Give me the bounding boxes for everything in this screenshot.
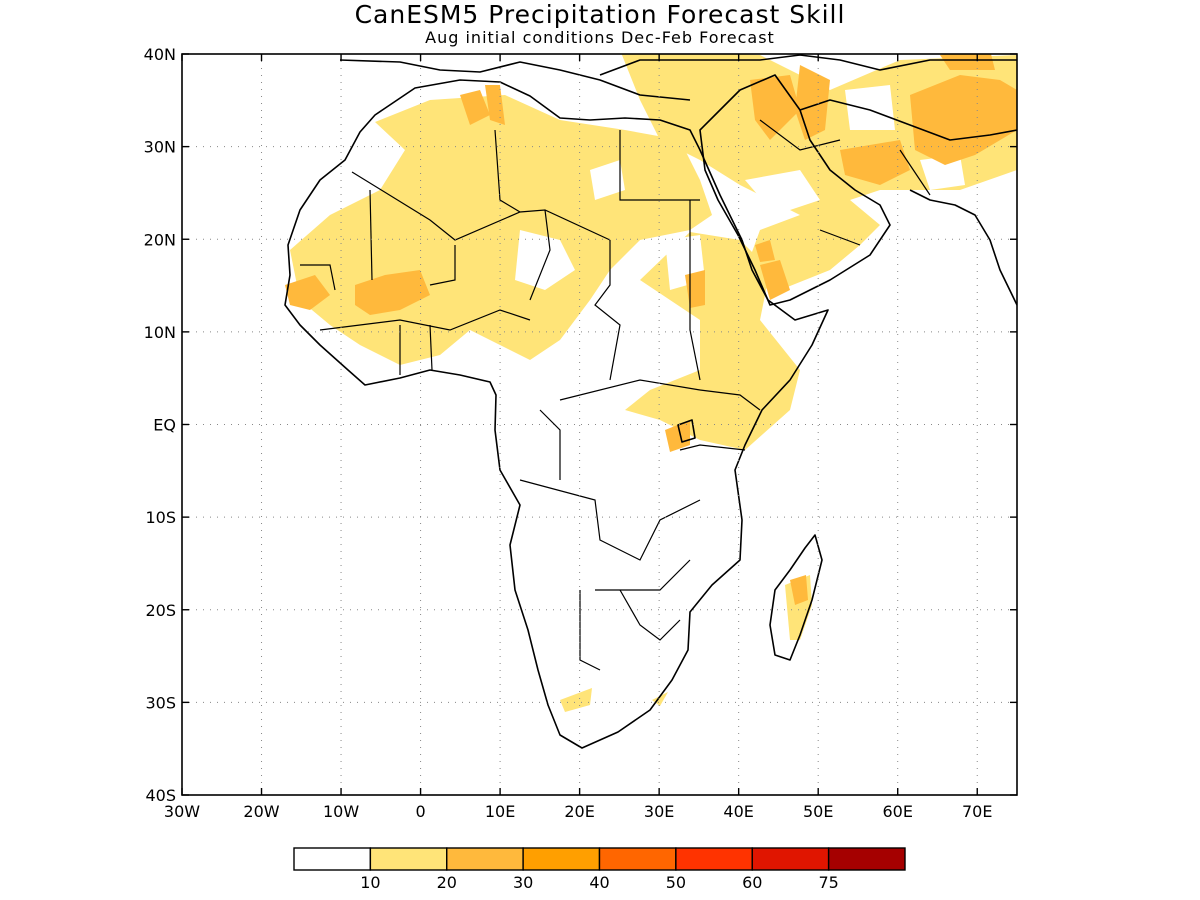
y-tick-label: 20N	[144, 230, 176, 249]
skill-shading-below-10	[515, 85, 965, 290]
x-tick-label: 70E	[962, 802, 992, 821]
y-tick-label: 30S	[145, 693, 176, 712]
legend-swatch	[446, 847, 524, 871]
x-tick-label: 20E	[564, 802, 594, 821]
coastlines	[284, 54, 1017, 749]
legend-swatch	[675, 847, 753, 871]
y-tick-label: EQ	[153, 416, 176, 435]
y-tick-label: 20S	[145, 601, 176, 620]
y-tick-label: 40N	[144, 45, 176, 64]
legend-label: 75	[818, 873, 838, 892]
legend-label: 40	[589, 873, 609, 892]
x-tick-label: 40E	[723, 802, 753, 821]
x-axis: 30W 20W 10W 0 10E 20E 30E 40E 50E 60E 70E	[164, 54, 992, 821]
legend-label: 50	[666, 873, 686, 892]
legend-swatch	[598, 847, 677, 871]
legend-label: 20	[437, 873, 457, 892]
legend-label: 10	[360, 873, 380, 892]
legend-swatch	[751, 847, 830, 871]
x-tick-label: 0	[415, 802, 425, 821]
x-tick-label: 30W	[164, 802, 200, 821]
y-axis: 40N 30N 20N 10N EQ 10S 20S 30S 40S	[144, 45, 1017, 805]
map-title: CanESM5 Precipitation Forecast Skill	[354, 0, 846, 29]
y-tick-label: 30N	[144, 138, 176, 157]
x-tick-label: 20W	[243, 802, 279, 821]
x-tick-label: 10E	[485, 802, 515, 821]
map-subtitle: Aug initial conditions Dec-Feb Forecast	[425, 28, 775, 47]
legend-swatch	[522, 847, 601, 871]
x-tick-label: 10W	[323, 802, 359, 821]
color-legend: 10 20 30 40 50 60 75	[293, 847, 906, 892]
legend-swatch	[369, 847, 448, 871]
skill-shading-20-30	[285, 54, 1017, 605]
legend-label: 60	[742, 873, 762, 892]
y-tick-label: 10S	[145, 508, 176, 527]
legend-swatch	[827, 847, 906, 871]
x-tick-label: 50E	[803, 802, 833, 821]
legend-label: 30	[513, 873, 533, 892]
x-tick-label: 30E	[644, 802, 674, 821]
y-tick-label: 40S	[145, 786, 176, 805]
y-tick-label: 10N	[144, 323, 176, 342]
x-tick-label: 60E	[882, 802, 912, 821]
legend-swatch	[293, 847, 372, 871]
skill-shading-10-20	[290, 54, 1017, 712]
country-borders	[300, 119, 931, 671]
